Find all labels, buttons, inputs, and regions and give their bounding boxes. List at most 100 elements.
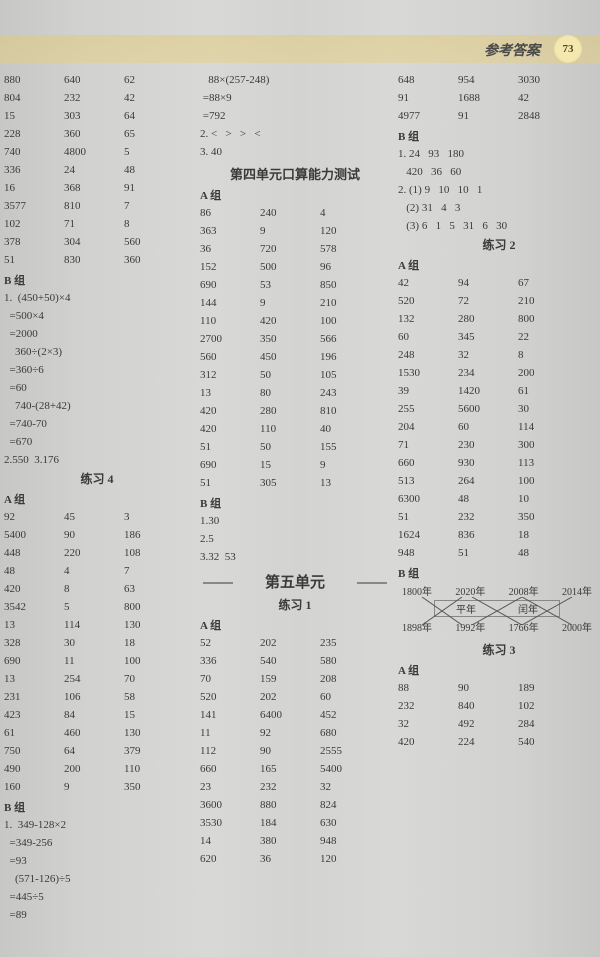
- cell: 42: [124, 90, 184, 106]
- cell: 824: [320, 797, 380, 813]
- data-row: 248328: [398, 347, 600, 363]
- cell: 15: [124, 707, 184, 723]
- cell: 450: [260, 349, 320, 365]
- cell: 210: [320, 295, 380, 311]
- data-row: 2323232: [200, 779, 390, 795]
- exercise-1-title: 练习 1: [200, 596, 390, 613]
- text-line: 2. (1) 9 10 10 1: [398, 182, 600, 198]
- c2-a-label: A 组: [200, 187, 390, 203]
- column-2: 88×(257-248) =88×9 =7922. < > > <3. 40 第…: [190, 72, 390, 952]
- cell: 64: [64, 743, 124, 759]
- cell: 830: [64, 252, 124, 268]
- data-row: 4847: [4, 563, 190, 579]
- cell: 14: [200, 833, 260, 849]
- cell: 9: [260, 295, 320, 311]
- cell: 159: [260, 671, 320, 687]
- cell: 690: [200, 277, 260, 293]
- cell: 18: [124, 635, 184, 651]
- cell: 255: [398, 401, 458, 417]
- cell: 9: [320, 457, 380, 473]
- cell: 740: [4, 144, 64, 160]
- data-row: 540090186: [4, 527, 190, 543]
- c3-a2-label: A 组: [398, 662, 600, 678]
- cell: 312: [200, 367, 260, 383]
- leap-year-diagram: 1800年2020年2008年2014年 平年闰年 1898年1992年1766…: [402, 583, 592, 639]
- cell: 51: [398, 509, 458, 525]
- data-row: 420280810: [200, 403, 390, 419]
- cell: 120: [320, 223, 380, 239]
- cell: 954: [458, 72, 518, 88]
- cell: 2555: [320, 743, 380, 759]
- cell: 110: [260, 421, 320, 437]
- cell: 13: [200, 385, 260, 401]
- text-line: 1.30: [200, 513, 390, 529]
- cell: 100: [124, 653, 184, 669]
- cell: 130: [124, 617, 184, 633]
- data-row: 5150155: [200, 439, 390, 455]
- year-label: 2014年: [562, 583, 592, 598]
- text-line: (2) 31 4 3: [398, 200, 600, 216]
- data-row: 63004810: [398, 491, 600, 507]
- cell: 102: [518, 698, 578, 714]
- cell: 22: [518, 329, 578, 345]
- text-line: 1. 349-128×2: [4, 817, 190, 833]
- data-row: 88064062: [4, 72, 190, 88]
- data-row: 3600880824: [200, 797, 390, 813]
- c2-a2-label: A 组: [200, 617, 390, 633]
- text-line: =445÷5: [4, 889, 190, 905]
- data-row: 13114130: [4, 617, 190, 633]
- data-row: 490200110: [4, 761, 190, 777]
- data-row: 336540580: [200, 653, 390, 669]
- cell: 13: [4, 671, 64, 687]
- cell: 100: [518, 473, 578, 489]
- data-row: 232840102: [398, 698, 600, 714]
- cell: 420: [4, 581, 64, 597]
- cell: 114: [518, 419, 578, 435]
- cell: 360: [124, 252, 184, 268]
- data-row: 15250096: [200, 259, 390, 275]
- cell: 184: [260, 815, 320, 831]
- year-label: 2020年: [455, 583, 485, 598]
- cell: 106: [64, 689, 124, 705]
- cell: 520: [200, 689, 260, 705]
- page-badge: 73: [554, 35, 582, 63]
- data-row: 1416400452: [200, 707, 390, 723]
- data-row: 112902555: [200, 743, 390, 759]
- cell: 110: [200, 313, 260, 329]
- cell: 11: [200, 725, 260, 741]
- column-1: 8806406280423242153036422836065740480053…: [0, 72, 190, 952]
- text-line: 740-(28+42): [4, 398, 190, 414]
- data-row: 3283018: [4, 635, 190, 651]
- cell: 5: [124, 144, 184, 160]
- data-row: 74048005: [4, 144, 190, 160]
- data-row: 5130513: [200, 475, 390, 491]
- text-line: 2. < > > <: [200, 126, 390, 142]
- data-row: 22836065: [4, 126, 190, 142]
- cell: 108: [124, 545, 184, 561]
- data-row: 378304560: [4, 234, 190, 250]
- cell: 3: [124, 509, 184, 525]
- cell: 5600: [458, 401, 518, 417]
- cell: 804: [4, 90, 64, 106]
- cell: 36: [260, 851, 320, 867]
- cell: 45: [64, 509, 124, 525]
- text-line: 3. 40: [200, 144, 390, 160]
- cell: 540: [260, 653, 320, 669]
- cell: 11: [64, 653, 124, 669]
- cell: 110: [124, 761, 184, 777]
- c1-a-label: A 组: [4, 491, 190, 507]
- cell: 3030: [518, 72, 578, 88]
- cell: 165: [260, 761, 320, 777]
- cell: 6400: [260, 707, 320, 723]
- cell: 65: [124, 126, 184, 142]
- cell: 91: [458, 108, 518, 124]
- data-row: 1530234200: [398, 365, 600, 381]
- cell: 3600: [200, 797, 260, 813]
- cell: 420: [200, 403, 260, 419]
- cell: 92: [260, 725, 320, 741]
- cell: 240: [260, 205, 320, 221]
- cell: 8: [124, 216, 184, 232]
- data-row: 1636891: [4, 180, 190, 196]
- cell: 690: [4, 653, 64, 669]
- cell: 9: [64, 779, 124, 795]
